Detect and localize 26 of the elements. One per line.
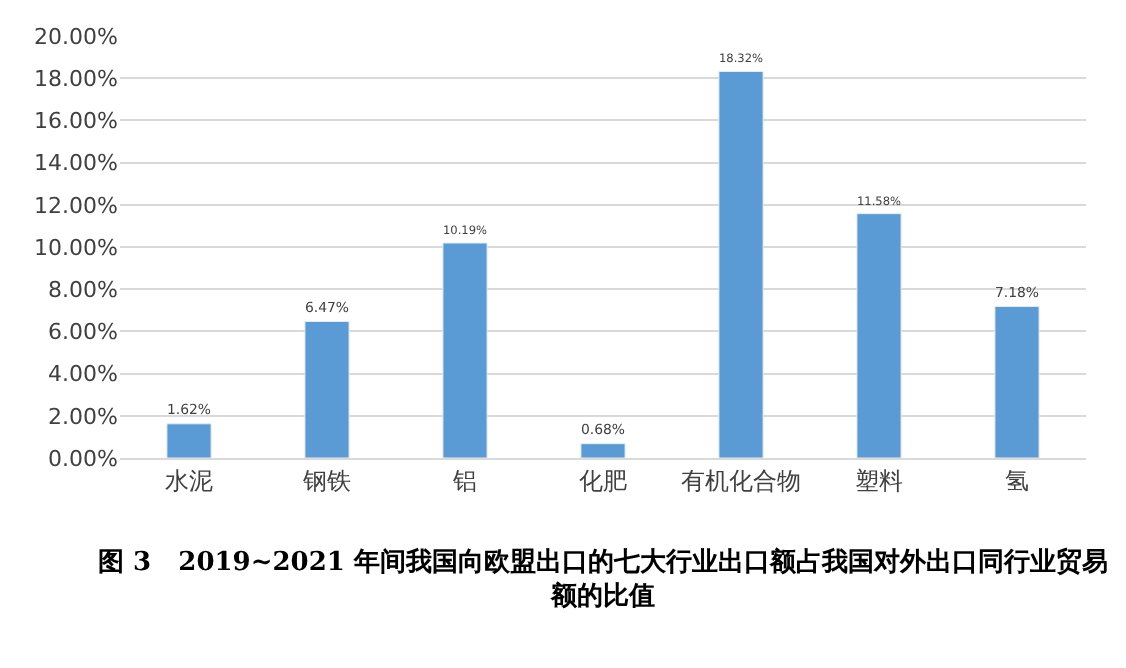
y-tick-label: 20.00%	[34, 23, 118, 50]
x-tick-label: 塑料	[855, 466, 903, 495]
y-tick-label: 12.00%	[34, 192, 118, 219]
y-tick-label: 18.00%	[34, 65, 118, 92]
bar	[994, 306, 1040, 458]
bar	[580, 443, 626, 458]
y-tick-label: 6.00%	[48, 319, 118, 346]
bar	[718, 70, 764, 458]
x-tick-label: 有机化合物	[681, 466, 801, 495]
x-tick-label: 铝	[451, 466, 477, 495]
caption: 图 3 2019~2021 年间我国向欧盟出口的七大行业出口额占我国对外出口同行业贸易额的比值	[98, 546, 1108, 612]
bar	[304, 320, 350, 458]
y-tick-label: 8.00%	[48, 276, 118, 303]
y-tick-label: 0.00%	[48, 445, 118, 472]
bar	[166, 423, 212, 458]
bar	[856, 213, 902, 458]
x-tick-label: 氢	[1005, 466, 1029, 495]
y-tick-label: 16.00%	[34, 108, 118, 135]
x-tick-label: 水泥	[165, 466, 213, 495]
x-tick-label: 化肥	[579, 466, 627, 495]
y-tick-label: 4.00%	[48, 361, 118, 388]
x-tick-label: 钢铁	[301, 466, 351, 495]
y-tick-label: 14.00%	[34, 150, 118, 177]
bar	[442, 242, 488, 458]
y-tick-label: 2.00%	[48, 403, 118, 430]
y-tick-label: 10.00%	[34, 234, 118, 261]
